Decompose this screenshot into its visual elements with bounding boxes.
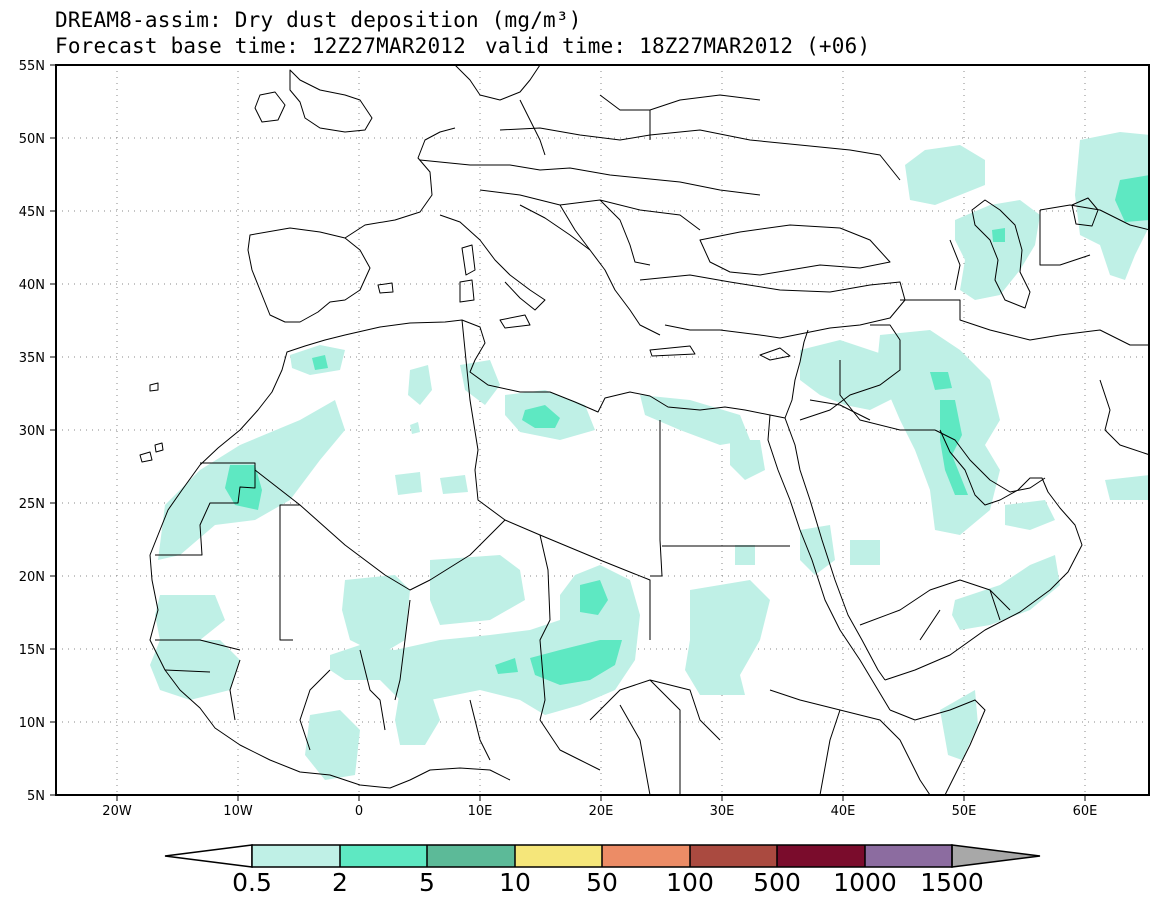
lon-label-60e: 60E xyxy=(1073,804,1098,819)
lat-label-35n: 35N xyxy=(19,351,45,366)
colorbar-label-50: 50 xyxy=(586,868,618,897)
lat-label-45n: 45N xyxy=(19,205,45,220)
colorbar-swatch-6 xyxy=(690,845,777,867)
lon-label-20e: 20E xyxy=(589,804,614,819)
map-title: DREAM8-assim: Dry dust deposition (mg/m³… xyxy=(55,8,582,32)
lat-label-55n: 55N xyxy=(19,59,45,74)
lat-label-50n: 50N xyxy=(19,132,45,147)
colorbar xyxy=(164,844,1041,868)
colorbar-swatch-2 xyxy=(340,845,427,867)
lat-label-40n: 40N xyxy=(19,278,45,293)
colorbar-swatch-3 xyxy=(427,845,515,867)
valid-time: valid time: 18Z27MAR2012 (+06) xyxy=(485,34,871,58)
lon-label-20w: 20W xyxy=(102,804,132,819)
lat-label-10n: 10N xyxy=(19,716,45,731)
dust-shading xyxy=(150,132,1149,780)
lat-label-20n: 20N xyxy=(19,570,45,585)
forecast-time-line: Forecast base time: 12Z27MAR2012 valid ti… xyxy=(55,34,870,58)
base-time: Forecast base time: 12Z27MAR2012 xyxy=(55,34,466,58)
lat-label-5n: 5N xyxy=(27,789,45,804)
colorbar-right-arrow xyxy=(951,844,1041,868)
colorbar-label-100: 100 xyxy=(666,868,714,897)
colorbar-swatch-1 xyxy=(252,845,340,867)
colorbar-label-1500: 1500 xyxy=(920,868,984,897)
lon-label-10w: 10W xyxy=(223,804,253,819)
colorbar-label-10: 10 xyxy=(499,868,531,897)
lon-labels: 20W 10W 0 10E 20E 30E 40E 50E 60E xyxy=(102,804,1097,819)
lat-label-30n: 30N xyxy=(19,424,45,439)
lon-label-0: 0 xyxy=(355,804,363,819)
lat-label-25n: 25N xyxy=(19,497,45,512)
colorbar-swatch-4 xyxy=(515,845,602,867)
colorbar-label-1000: 1000 xyxy=(833,868,897,897)
colorbar-label-500: 500 xyxy=(753,868,801,897)
colorbar-label-5: 5 xyxy=(419,868,435,897)
colorbar-swatch-7 xyxy=(777,845,865,867)
lat-ticks xyxy=(50,64,56,796)
colorbar-swatch-5 xyxy=(602,845,690,867)
coastlines-and-borders xyxy=(139,65,1149,795)
colorbar-swatch-8 xyxy=(865,845,952,867)
lon-label-10e: 10E xyxy=(468,804,493,819)
colorbar-label-0-5: 0.5 xyxy=(232,868,272,897)
lat-labels: 55N 50N 45N 40N 35N 30N 25N 20N 15N 10N … xyxy=(19,59,45,804)
lat-label-15n: 15N xyxy=(19,643,45,658)
lon-label-40e: 40E xyxy=(831,804,856,819)
lon-label-50e: 50E xyxy=(952,804,977,819)
colorbar-left-arrow xyxy=(164,844,253,868)
lon-label-30e: 30E xyxy=(710,804,735,819)
colorbar-label-2: 2 xyxy=(332,868,348,897)
lon-ticks xyxy=(116,795,1086,801)
